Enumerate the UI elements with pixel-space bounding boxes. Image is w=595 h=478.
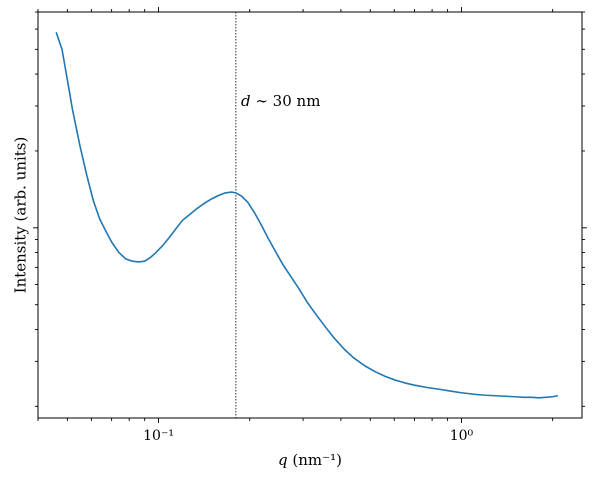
- annotation-var: d: [241, 92, 251, 110]
- plot-area: [55, 12, 558, 418]
- y-axis-label: Intensity (arb. units): [11, 137, 29, 294]
- x-tick-labels: 10⁻¹ 10⁰: [143, 428, 473, 444]
- x-axis-label-unit: (nm⁻¹): [288, 451, 342, 469]
- axes-frame: [37, 11, 583, 419]
- annotation-rest: ∼ 30 nm: [251, 92, 321, 110]
- d-spacing-annotation: d ∼ 30 nm: [241, 92, 320, 110]
- series-line-0: [55, 32, 558, 399]
- x-axis-label: q (nm⁻¹): [278, 451, 342, 469]
- x-tick-label: 10⁻¹: [143, 428, 174, 444]
- x-axis-label-var: q: [278, 451, 288, 469]
- tick-marks: [33, 7, 587, 423]
- x-tick-label: 10⁰: [450, 428, 474, 444]
